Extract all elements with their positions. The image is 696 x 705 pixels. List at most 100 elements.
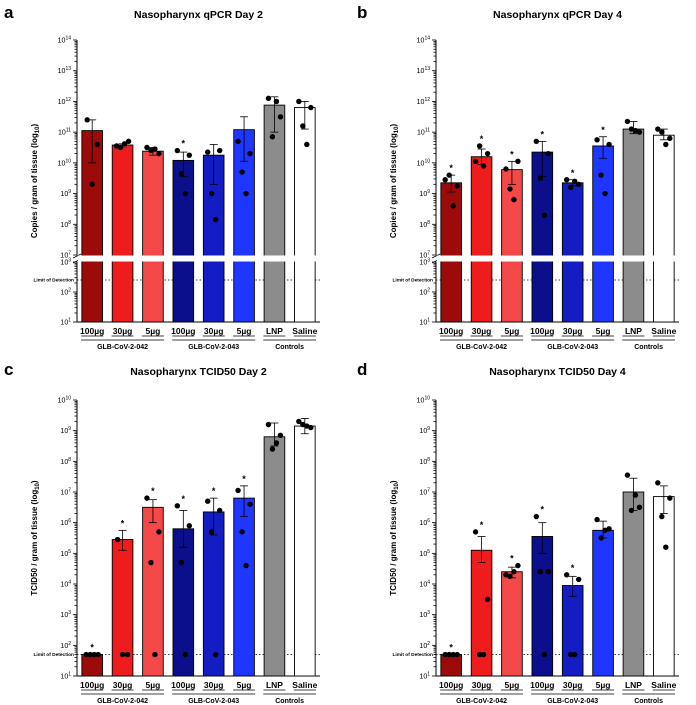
y-tick-label: 102 [60,641,71,650]
bar [653,134,675,323]
axis-break-gap [78,255,321,262]
data-point [545,150,552,157]
x-tick-label: LNP [266,680,283,690]
data-point [571,651,578,658]
significance-star: * [571,168,575,178]
data-point [121,141,128,147]
data-point [125,138,132,145]
data-point [476,651,483,658]
data-point [152,146,158,152]
data-point [304,141,310,148]
x-tick-label: 5µg [596,326,611,336]
y-tick-label: 101 [419,672,430,681]
bar [263,436,286,677]
y-tick-label: 106 [419,518,430,527]
data-point [472,529,479,535]
panel-c: c Nasopharynx TCID50 Day 2 TCID50 / gram o… [4,360,320,705]
bar [111,144,134,323]
data-point [667,495,673,501]
data-point [636,504,643,511]
data-point [144,144,150,151]
group-label: Controls [634,344,663,351]
data-point [273,440,280,446]
data-point [152,651,158,658]
x-tick-label: LNP [625,326,642,336]
significance-star: * [182,139,186,149]
data-point [655,480,661,486]
group-label: GLB-CoV-2-043 [188,344,239,351]
data-point [235,138,241,145]
y-tick-label: 101 [60,672,71,681]
y-tick-label: 102 [419,288,430,297]
y-tick-label: 1012 [417,97,431,106]
data-point [659,129,665,135]
data-point [174,147,181,154]
y-axis-label: TCID50 / gram of tissue (log10) [389,480,400,595]
bar [172,159,195,323]
data-point [95,651,101,658]
data-point [247,501,253,507]
data-point [450,651,456,658]
data-point [598,172,604,178]
data-point [204,498,211,504]
data-point [247,150,253,157]
panel-letter: c [4,360,13,379]
data-point [571,178,578,184]
y-tick-label: 105 [60,549,71,558]
data-point [296,98,302,105]
data-point [537,175,544,181]
panel-d: d Nasopharynx TCID50 Day 4 TCID50 / gram o… [357,360,679,705]
data-point [304,423,310,429]
y-tick-label: 102 [419,641,430,650]
data-point [174,503,181,509]
data-point [624,118,631,125]
data-point [503,166,509,172]
data-point [545,569,552,575]
data-point [454,651,460,658]
bar [592,145,614,323]
data-point [606,141,612,148]
significance-star: * [242,474,246,484]
x-tick-label: Saline [292,680,317,690]
data-point [269,446,276,452]
x-tick-label: 30µg [113,326,133,336]
bar [561,182,584,323]
data-point [624,472,631,478]
y-tick-label: 109 [419,189,430,198]
significance-star: * [541,505,545,515]
y-tick-label: 1013 [58,66,72,75]
data-point [212,651,219,658]
group-label: GLB-CoV-2-042 [456,344,507,351]
data-point [91,651,97,658]
x-tick-label: 5µg [505,326,520,336]
data-point [182,190,189,197]
x-tick-label: LNP [625,680,642,690]
bar [501,571,523,677]
data-point [300,123,306,129]
data-point [446,172,452,178]
significance-star: * [510,149,514,159]
data-point [480,651,487,658]
data-point [235,487,241,494]
data-point [541,212,548,218]
data-point [472,158,479,165]
data-point [567,651,574,658]
significance-star: * [510,554,514,564]
y-tick-label: 105 [419,549,430,558]
x-tick-label: LNP [266,326,283,336]
data-point [186,523,193,529]
data-point [563,177,570,183]
data-point [89,181,95,188]
data-point [655,126,661,132]
significance-star: * [480,520,484,530]
x-tick-label: 30µg [563,326,583,336]
data-point [212,216,219,223]
data-point [454,183,460,189]
significance-star: * [601,125,605,135]
y-tick-label: 1010 [417,396,431,405]
data-point [208,529,215,535]
data-point [84,117,90,123]
bar [142,150,164,323]
significance-star: * [121,518,125,528]
bar [202,511,225,677]
